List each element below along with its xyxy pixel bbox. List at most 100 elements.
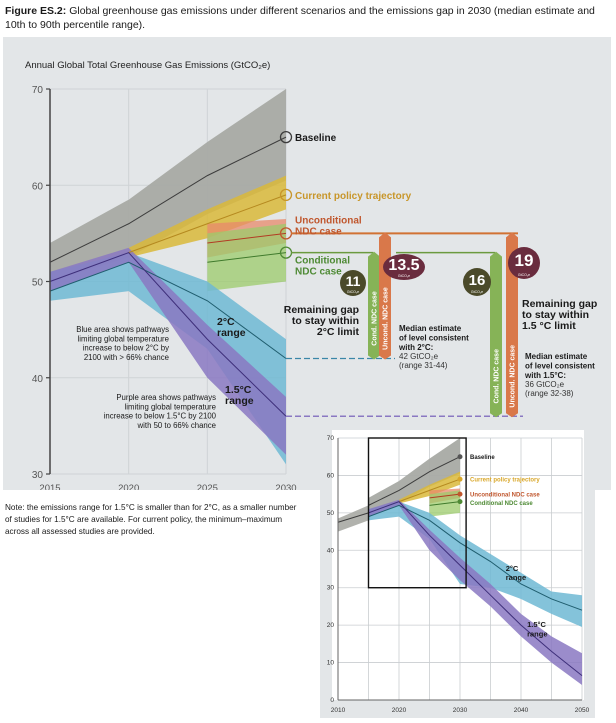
main-area-1-5degc-range [50, 247, 286, 455]
gap-1-5deg-title-line2: to stay within [522, 309, 589, 321]
inset-two-deg-label-line1: 2°C [506, 564, 519, 573]
inset-x-tick-label: 2040 [514, 707, 529, 714]
inset-y-tick-label: 30 [327, 585, 335, 592]
inset-y-tick-label: 20 [327, 622, 335, 629]
gap-badge-13-5-unit: GtCO₂e [398, 274, 410, 278]
gap-bar-uncond-1-5deg [506, 232, 518, 418]
endpoint-marker-baseline [279, 130, 293, 144]
gap-badge-19-unit: GtCO₂e [518, 273, 530, 277]
gap-1-5deg-title-line1: Remaining gap [522, 298, 597, 310]
median-1-5deg-value: 36 GtCO₂e [525, 380, 565, 389]
gap-1-5deg-title-line3: 1.5 °C limit [522, 320, 576, 332]
inset-endpoint-current-policy-trajectory [457, 476, 463, 482]
main-chart-panel: Annual Global Total Greenhouse Gas Emiss… [3, 37, 611, 494]
gap-badge-16 [463, 268, 491, 296]
gap-bar-cond-2deg [368, 251, 380, 360]
figure-caption: Figure ES.2: Global greenhouse gas emiss… [5, 4, 605, 32]
main-line-current-policy-trajectory [128, 194, 287, 254]
gap-bar-uncond-1-5deg-label: Uncond. NDC case [510, 345, 517, 408]
main-area-2degc-range [50, 252, 286, 465]
inset-endpoint-baseline [457, 454, 463, 460]
inset-two-deg-label-line2: range [506, 573, 526, 582]
inset-line-1-5degc-range [368, 501, 583, 677]
x-tick-label: 2015 [39, 483, 60, 490]
blue-area-note-line4: 2100 with > 66% chance [84, 353, 169, 362]
gap-badge-16-unit: GtCO₂e [471, 290, 483, 294]
main-chart: Annual Global Total Greenhouse Gas Emiss… [25, 60, 597, 494]
main-line-2degc-range [49, 261, 287, 359]
endpoint-marker-current-policy-trajectory [279, 188, 293, 202]
inset-line-unconditional-ndc-case [429, 493, 461, 499]
x-tick-label: 2020 [118, 483, 139, 490]
purple-area-note-line1: Purple area shows pathways [116, 393, 216, 402]
median-2deg-title-line1: Median estimate [399, 324, 462, 333]
inset-endpoint-unconditional-ndc-case [457, 491, 463, 497]
median-2deg-title-line3: with 2°C: [398, 343, 433, 352]
gap-badge-19-value: 19 [515, 251, 534, 270]
inset-area-1-5degc-range [368, 499, 582, 686]
one-five-range-label-line2: range [225, 395, 254, 407]
y-tick-label: 40 [32, 374, 44, 385]
figure-note: Note: the emissions range for 1.5°C is s… [5, 503, 297, 536]
inset-legend-current-policy-trajectory: Current policy trajectory [470, 478, 540, 484]
y-tick-label: 70 [32, 85, 44, 96]
inset-x-tick-label: 2030 [453, 707, 468, 714]
inset-y-tick-label: 0 [330, 697, 334, 704]
main-chart-title: Annual Global Total Greenhouse Gas Emiss… [25, 60, 270, 71]
gap-bar-cond-1-5deg-label: Cond. NDC case [494, 349, 501, 404]
main-area-current-policy-trajectory [128, 175, 286, 258]
gap-2deg-title-line1: Remaining gap [284, 304, 359, 316]
gap-badge-19 [508, 247, 540, 279]
gap-badge-11 [340, 270, 366, 296]
label-conditional-ndc-line1: Conditional [295, 256, 350, 267]
median-1-5deg-title-line3: with 1.5°C: [524, 371, 566, 380]
inset-x-tick-label: 2020 [392, 707, 407, 714]
median-1-5deg-title-line2: of level consistent [525, 362, 595, 371]
inset-x-tick-label: 2050 [575, 707, 590, 714]
caption-label: Figure ES.2: [5, 5, 67, 17]
inset-y-tick-label: 60 [327, 472, 335, 479]
main-line-baseline [49, 136, 287, 263]
inset-line-history [337, 512, 369, 523]
purple-area-note-line4: with 50 to 66% chance [137, 421, 216, 430]
inset-one-five-label-line1: 1.5°C [527, 620, 546, 629]
inset-y-tick-label: 40 [327, 547, 335, 554]
inset-line-current-policy-trajectory [398, 478, 461, 503]
y-tick-label: 50 [32, 278, 44, 289]
label-current-policy: Current policy trajectory [295, 191, 412, 202]
inset-line-conditional-ndc-case [429, 501, 461, 506]
inset-y-tick-label: 10 [327, 660, 335, 667]
gap-badge-11-unit: GtCO₂e [347, 290, 359, 294]
gap-bar-cond-1-5deg [490, 251, 502, 418]
gap-badge-11-value: 11 [346, 273, 361, 289]
median-1-5deg-title-line1: Median estimate [525, 352, 588, 361]
median-2deg-title-line2: of level consistent [399, 334, 469, 343]
main-line-1-5degc-range [49, 252, 287, 417]
blue-area-note-line1: Blue area shows pathways [76, 325, 169, 334]
inset-legend-unconditional-ndc-case: Unconditional NDC case [470, 493, 540, 499]
x-tick-label: 2030 [275, 483, 296, 490]
inset-zoom-box [367, 437, 467, 589]
label-unconditional-ndc-line2: NDC case [295, 226, 342, 237]
inset-y-tick-label: 70 [327, 435, 335, 442]
main-line-unconditional-ndc-case [207, 232, 287, 244]
gap-badge-16-value: 16 [469, 272, 486, 289]
inset-y-tick-label: 50 [327, 510, 335, 517]
gap-bar-uncond-2deg-label: Uncond. NDC case [383, 287, 390, 350]
purple-area-note-line2: limiting global temperature [125, 402, 216, 411]
gap-2deg-title-line3: 2°C limit [317, 326, 360, 338]
inset-one-five-label-line2: range [527, 629, 547, 638]
one-five-range-label-line1: 1.5°C [225, 384, 252, 396]
y-tick-label: 30 [32, 470, 44, 481]
inset-chart-panel: 2010 2020 2030 2040 2050 0 10 20 30 40 50 60 70 Basel… [320, 424, 595, 718]
y-tick-label: 60 [32, 181, 44, 192]
label-unconditional-ndc-line1: Unconditional [295, 215, 362, 226]
blue-area-note-line3: increase to below 2°C by [83, 344, 169, 353]
inset-chart: 2010 2020 2030 2040 2050010203040506070Basel… [327, 430, 590, 714]
inset-legend-baseline: Baseline [470, 455, 495, 461]
gap-bar-cond-2deg-label: Cond. NDC case [372, 291, 379, 346]
two-deg-range-label-line2: range [217, 327, 246, 339]
label-baseline: Baseline [295, 133, 337, 144]
main-line-conditional-ndc-case [207, 252, 287, 263]
median-1-5deg-range: (range 32-38) [525, 389, 574, 398]
